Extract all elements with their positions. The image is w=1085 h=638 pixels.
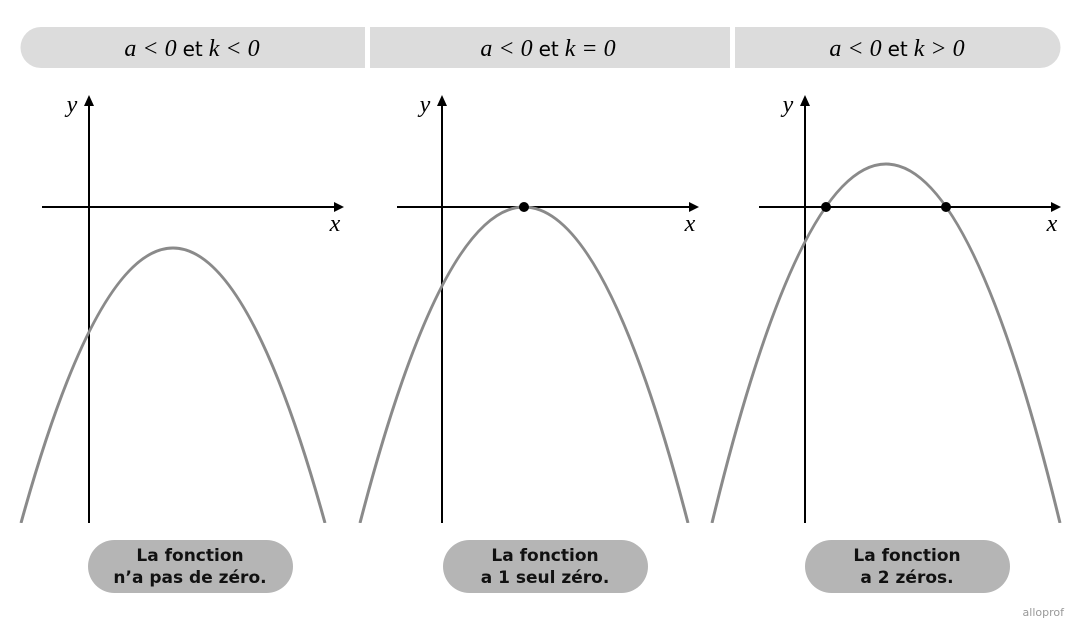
x-label: x	[329, 211, 341, 237]
zero-point	[821, 202, 831, 212]
connector: et	[888, 37, 908, 61]
caption-line: La fonction	[491, 546, 598, 566]
caption-line: a 1 seul zéro.	[481, 568, 610, 588]
y-label: y	[781, 92, 794, 118]
caption-pill	[88, 540, 293, 593]
x-arrow	[1051, 202, 1061, 212]
logo: alloprof	[1023, 606, 1066, 619]
connector: et	[183, 37, 203, 61]
condition-a: a < 0	[829, 36, 881, 62]
caption-line: a 2 zéros.	[860, 568, 953, 588]
condition-k: k > 0	[914, 36, 965, 62]
y-label: y	[65, 92, 78, 118]
caption-line: n’a pas de zéro.	[113, 568, 266, 588]
header-text: a < 0 et k > 0	[829, 36, 964, 62]
header-text: a < 0 et k < 0	[124, 36, 259, 62]
caption-line: La fonction	[136, 546, 243, 566]
caption-line: La fonction	[853, 546, 960, 566]
y-label: y	[418, 92, 431, 118]
connector: et	[539, 37, 559, 61]
parabola	[19, 246, 327, 523]
condition-k: k < 0	[209, 36, 260, 62]
header-bar	[735, 27, 1061, 68]
parabola	[710, 162, 1062, 523]
x-label: x	[1046, 211, 1058, 237]
y-arrow	[437, 95, 447, 106]
condition-a: a < 0	[480, 36, 532, 62]
condition-k: k = 0	[565, 36, 616, 62]
y-arrow	[84, 95, 94, 106]
x-arrow	[334, 202, 344, 212]
y-arrow	[800, 95, 810, 106]
header-text: a < 0 et k = 0	[480, 36, 615, 62]
header-bar	[370, 27, 730, 68]
x-arrow	[689, 202, 699, 212]
x-label: x	[684, 211, 696, 237]
zero-point	[941, 202, 951, 212]
header-bar	[20, 27, 365, 68]
zero-point	[519, 202, 529, 212]
caption-pill	[805, 540, 1010, 593]
caption-pill	[443, 540, 648, 593]
condition-a: a < 0	[124, 36, 176, 62]
parabola	[358, 205, 690, 523]
